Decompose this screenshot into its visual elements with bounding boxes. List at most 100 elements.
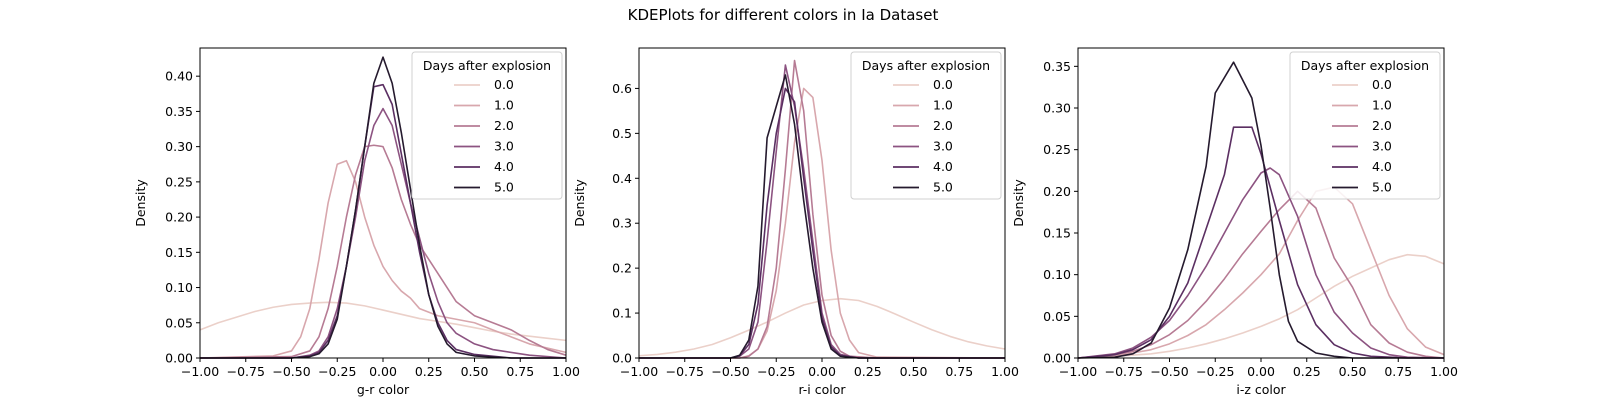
y-axis: 0.00 0.05 0.10 0.15 0.20 0.25 0.30 0.35 0.40 Dens… [133,69,200,366]
y-tick-label: 0.40 [165,69,193,84]
legend: Days after explosion 0.0 1.0 2.0 3.0 4.0 5.0 [1289,51,1441,200]
x-tick-label: 0.75 [945,364,973,379]
x-tick-label: 1.00 [991,364,1019,379]
y-tick-label: 0.15 [1043,226,1071,241]
x-axis-label: i-z color [1236,382,1286,397]
x-tick-label: −0.25 [318,364,356,379]
x-tick-label: −0.75 [227,364,265,379]
legend-title: Days after explosion [862,58,990,73]
y-tick-label: 0.4 [612,171,632,186]
series-line-3 [639,64,1005,359]
series-line-5 [1077,61,1444,359]
x-tick-label: 0.25 [854,364,882,379]
legend-entry-label: 4.0 [494,159,514,174]
legend-entry-label: 0.0 [494,77,514,92]
x-tick-label: −0.50 [272,364,310,379]
x-tick-label: −0.50 [711,364,749,379]
legend-entry-label: 1.0 [494,98,514,113]
x-tick-label: −0.25 [757,364,795,379]
legend-entry-label: 1.0 [933,98,953,113]
series-line-2 [199,144,567,359]
y-tick-label: 0.30 [165,139,193,154]
series-line-4 [200,83,566,359]
y-tick-label: 0.35 [165,104,193,119]
legend-box [850,51,1002,200]
figure-title: KDEPlots for different colors in Ia Data… [628,6,939,24]
series-line-0 [1077,253,1445,359]
y-tick-label: 0.5 [612,126,632,141]
legend-entry-label: 4.0 [933,159,953,174]
y-tick-label: 0.10 [1043,267,1071,282]
legend: Days after explosion 0.0 1.0 2.0 3.0 4.0 5.0 [411,51,563,200]
series-line-1 [199,159,567,359]
x-axis-label: g-r color [357,382,410,397]
y-axis-label: Density [572,179,587,227]
legend-title: Days after explosion [1301,58,1429,73]
legend-entry-label: 4.0 [1372,159,1392,174]
legend-entry-label: 3.0 [933,139,953,154]
series-line-3 [200,107,567,359]
x-tick-label: 0.00 [369,364,397,379]
x-tick-label: 0.00 [808,364,836,379]
y-tick-label: 0.10 [165,280,193,295]
series-line-0 [199,301,567,342]
legend-entry-label: 2.0 [933,118,953,133]
legend-entry-label: 0.0 [1372,77,1392,92]
x-axis: −1.00 −0.75 −0.50 −0.25 0.00 0.25 0.50 0.75 1.00… [1059,358,1458,397]
x-tick-label: 0.50 [900,364,928,379]
y-tick-label: 0.2 [612,261,632,276]
subplot-3: −1.00 −0.75 −0.50 −0.25 0.00 0.25 0.50 0.75 1.00… [1011,47,1458,397]
y-axis-label: Density [133,179,148,227]
x-tick-label: −1.00 [1059,364,1097,379]
y-tick-label: 0.25 [165,174,193,189]
y-tick-label: 0.05 [165,315,193,330]
legend-box [1289,51,1441,200]
y-axis: 0.0 0.1 0.2 0.3 0.4 0.5 0.6 Density [572,81,639,366]
y-tick-label: 0.6 [612,81,632,96]
legend-entry-label: 5.0 [1372,180,1392,195]
legend-title: Days after explosion [423,58,551,73]
legend-entry-label: 5.0 [933,180,953,195]
y-tick-label: 0.1 [612,306,632,321]
x-tick-label: 0.25 [1293,364,1321,379]
x-tick-label: 0.00 [1247,364,1275,379]
series-line-2 [1077,190,1445,359]
x-axis: −1.00 −0.75 −0.50 −0.25 0.00 0.25 0.50 0.75 1.00… [620,358,1019,397]
subplot-2: −1.00 −0.75 −0.50 −0.25 0.00 0.25 0.50 0.75 1.00… [572,47,1019,397]
y-tick-label: 0.0 [612,351,632,366]
x-tick-label: −0.25 [1196,364,1234,379]
legend-entry-label: 2.0 [1372,118,1392,133]
series-line-5 [200,56,566,359]
series-lines [199,56,567,359]
y-tick-label: 0.25 [1043,142,1071,157]
y-tick-label: 0.35 [1043,59,1071,74]
x-axis: −1.00 −0.75 −0.50 −0.25 0.00 0.25 0.50 0.75 1.00… [181,358,580,397]
subplot-1: −1.00 −0.75 −0.50 −0.25 0.00 0.25 0.50 0.75 1.00… [133,47,580,397]
legend-entry-label: 0.0 [933,77,953,92]
series-line-4 [639,87,1005,359]
legend-entry-label: 2.0 [494,118,514,133]
y-axis: 0.00 0.05 0.10 0.15 0.20 0.25 0.30 0.35 Density [1011,59,1078,366]
y-tick-label: 0.20 [1043,184,1071,199]
x-tick-label: −0.75 [666,364,704,379]
x-tick-label: 1.00 [1430,364,1458,379]
x-tick-label: −1.00 [181,364,219,379]
legend-entry-label: 3.0 [494,139,514,154]
x-axis-label: r-i color [798,382,846,397]
y-tick-label: 0.00 [1043,351,1071,366]
legend-entry-label: 1.0 [1372,98,1392,113]
legend-entry-label: 3.0 [1372,139,1392,154]
x-tick-label: 0.75 [506,364,534,379]
series-lines [638,59,1006,359]
series-line-4 [1077,126,1444,359]
y-tick-label: 0.00 [165,351,193,366]
x-tick-label: −0.50 [1150,364,1188,379]
series-line-2 [639,59,1005,359]
legend-entry-label: 5.0 [494,180,514,195]
subplots: −1.00 −0.75 −0.50 −0.25 0.00 0.25 0.50 0.75 1.00… [133,47,1458,397]
x-tick-label: 1.00 [552,364,580,379]
x-tick-label: 0.50 [461,364,489,379]
x-tick-label: −0.75 [1105,364,1143,379]
y-tick-label: 0.15 [165,245,193,260]
